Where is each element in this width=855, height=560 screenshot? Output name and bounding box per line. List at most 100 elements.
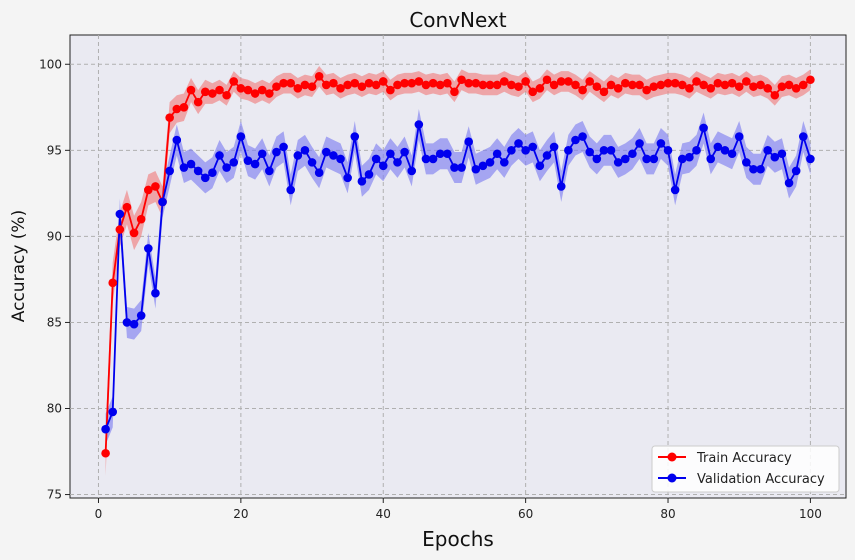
- train-point: [378, 77, 388, 86]
- validation-point: [122, 318, 132, 327]
- train-point: [364, 78, 374, 88]
- validation-point: [770, 152, 780, 162]
- validation-point: [499, 158, 509, 167]
- train-point: [257, 85, 267, 95]
- train-point: [507, 80, 516, 90]
- train-point: [136, 214, 146, 224]
- validation-point: [208, 168, 217, 177]
- train-point: [613, 84, 623, 93]
- validation-point: [179, 163, 189, 172]
- legend-train-label: Train Accuracy: [696, 451, 792, 466]
- train-point: [578, 85, 587, 95]
- validation-point: [186, 159, 196, 169]
- validation-point: [400, 147, 409, 157]
- x-tick-label: 80: [660, 507, 675, 521]
- train-point: [749, 82, 758, 91]
- train-point: [692, 77, 701, 86]
- validation-point: [435, 149, 445, 159]
- train-point: [286, 78, 296, 88]
- train-point: [699, 80, 708, 90]
- validation-point: [293, 151, 303, 160]
- validation-point: [286, 185, 296, 195]
- validation-point: [101, 424, 110, 434]
- train-point: [414, 77, 424, 86]
- train-point: [492, 80, 502, 90]
- train-point: [485, 80, 495, 90]
- train-point: [784, 80, 794, 90]
- train-point: [514, 82, 523, 91]
- train-point: [528, 87, 538, 97]
- validation-point: [414, 120, 424, 129]
- train-point: [521, 77, 530, 86]
- x-axis-ticks: 0 20 40 60 80 100: [95, 498, 822, 521]
- validation-point: [200, 173, 210, 183]
- validation-point: [542, 151, 552, 160]
- train-point: [685, 84, 694, 93]
- validation-point: [457, 163, 466, 172]
- train-point: [186, 85, 196, 95]
- validation-point: [229, 158, 239, 167]
- validation-point: [621, 154, 630, 164]
- train-point: [371, 80, 381, 90]
- train-point: [321, 80, 331, 90]
- validation-point: [407, 166, 417, 176]
- x-tick-label: 60: [518, 507, 533, 521]
- x-tick-label: 20: [233, 507, 248, 521]
- train-point: [478, 80, 488, 90]
- validation-point: [115, 209, 125, 219]
- train-point: [777, 82, 787, 91]
- validation-point: [386, 149, 395, 159]
- train-point: [222, 90, 231, 100]
- train-point: [727, 78, 737, 88]
- train-point: [193, 97, 203, 107]
- validation-point: [371, 154, 381, 164]
- validation-point: [521, 146, 530, 155]
- train-point: [806, 75, 815, 85]
- train-point: [300, 80, 310, 90]
- validation-point: [713, 142, 723, 152]
- validation-point: [478, 161, 488, 171]
- train-point: [200, 87, 210, 97]
- grid: [70, 35, 846, 498]
- train-point: [464, 78, 473, 88]
- series-points: [101, 72, 815, 458]
- x-tick-label: 40: [376, 507, 391, 521]
- validation-point: [514, 139, 523, 148]
- validation-point: [699, 123, 708, 133]
- validation-point: [585, 147, 595, 157]
- validation-point: [656, 139, 666, 148]
- train-line: [104, 74, 811, 454]
- validation-point: [685, 152, 694, 162]
- train-point: [172, 104, 182, 114]
- validation-point: [564, 146, 573, 155]
- validation-point: [592, 154, 602, 164]
- validation-point: [571, 135, 580, 145]
- train-point: [599, 87, 609, 97]
- validation-point: [606, 146, 616, 155]
- train-point: [115, 225, 125, 234]
- train-point: [621, 78, 630, 88]
- train-point: [229, 77, 239, 86]
- train-point: [215, 85, 224, 95]
- validation-point: [343, 173, 352, 183]
- validation-point: [806, 154, 815, 164]
- train-point: [457, 75, 466, 85]
- validation-point: [742, 158, 751, 167]
- validation-point: [763, 146, 772, 155]
- validation-point: [528, 142, 538, 152]
- validation-point: [321, 147, 331, 157]
- validation-point: [129, 319, 139, 329]
- validation-point: [172, 135, 182, 145]
- train-point: [236, 84, 246, 93]
- train-point: [101, 448, 110, 458]
- validation-point: [165, 166, 174, 176]
- train-point: [642, 85, 651, 95]
- train-point: [314, 72, 324, 81]
- train-point: [635, 80, 644, 90]
- train-point: [265, 89, 274, 98]
- validation-point: [613, 158, 623, 167]
- train-point: [421, 80, 431, 90]
- train-point: [407, 78, 417, 88]
- x-tick-label: 0: [95, 507, 103, 521]
- validation-point: [393, 158, 402, 167]
